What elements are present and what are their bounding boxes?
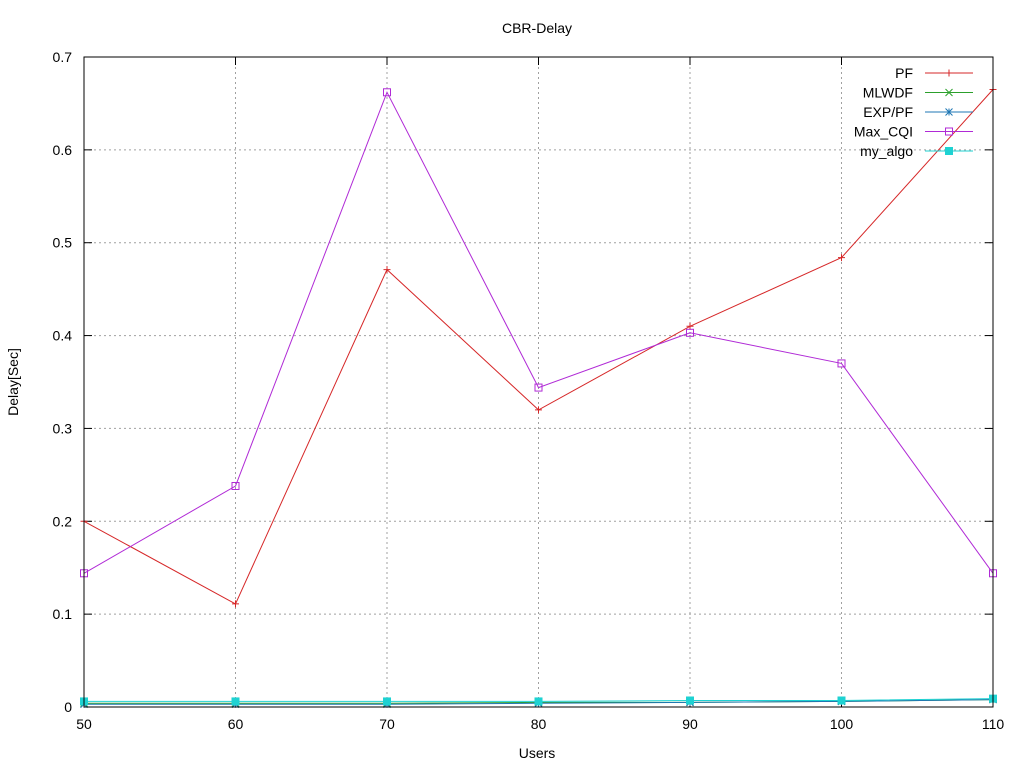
data-point-my-algo: [837, 696, 846, 705]
legend-label-my-algo: my_algo: [860, 143, 913, 159]
data-point-max-cqi: [837, 359, 846, 368]
y-tick-label: 0: [64, 699, 72, 715]
data-point-pf: [838, 254, 845, 262]
data-point-max-cqi: [383, 88, 391, 97]
y-tick-label: 0.5: [53, 235, 73, 251]
x-tick-label: 90: [682, 716, 698, 732]
grid: [84, 57, 993, 707]
data-point-my-algo: [231, 697, 240, 706]
y-tick-label: 0.6: [53, 142, 73, 158]
x-tick-label: 100: [830, 716, 854, 732]
data-point-my-algo: [686, 696, 694, 705]
data-point-max-cqi: [534, 383, 543, 392]
legend: PF MLWDF EXP/PF Max_CQI my_algo: [854, 65, 973, 159]
y-axis-label: Delay[Sec]: [5, 348, 21, 416]
legend-marker-mlwdf: [945, 88, 953, 97]
x-tick-label: 80: [531, 716, 547, 732]
x-tick-label: 70: [379, 716, 395, 732]
data-point-pf: [535, 406, 542, 414]
series-line-max-cqi: [83, 91, 994, 574]
series-layer: [80, 86, 997, 709]
data-point-pf: [383, 266, 391, 274]
x-tick-label: 110: [982, 716, 1005, 732]
y-tick-label: 0.1: [53, 606, 73, 622]
legend-marker-my-algo: [945, 147, 953, 155]
y-tick-label: 0.2: [53, 513, 73, 529]
chart-title: CBR-Delay: [502, 20, 572, 36]
data-point-my-algo: [383, 697, 391, 706]
legend-label-mlwdf: MLWDF: [863, 85, 913, 101]
data-point-pf: [686, 322, 694, 330]
plot-frame: [83, 56, 994, 708]
x-axis-label: Users: [519, 745, 556, 761]
data-point-pf: [232, 600, 239, 608]
legend-label-max-cqi: Max_CQI: [854, 124, 913, 140]
legend-label-exp-pf: EXP/PF: [863, 104, 913, 120]
y-tick-label: 0.3: [53, 420, 73, 436]
y-tick-label: 0.4: [53, 328, 73, 344]
data-point-my-algo: [534, 697, 543, 706]
legend-marker-max-cqi: [945, 127, 953, 136]
legend-marker-exp-pf: [945, 108, 953, 116]
series-pf: [80, 86, 997, 608]
series-line-pf: [83, 89, 994, 605]
y-tick-label: 0.7: [53, 49, 73, 65]
data-point-max-cqi: [686, 328, 694, 337]
x-tick-label: 60: [228, 716, 244, 732]
x-tick-label: 50: [76, 716, 92, 732]
legend-marker-pf: [945, 69, 953, 77]
data-point-max-cqi: [231, 482, 240, 490]
axis-ticks: 50 60 70 80 90 100 110 0 0.1 0.2 0.3 0.4 0.5 0.6 0.7: [53, 49, 1005, 732]
legend-label-pf: PF: [895, 65, 913, 81]
